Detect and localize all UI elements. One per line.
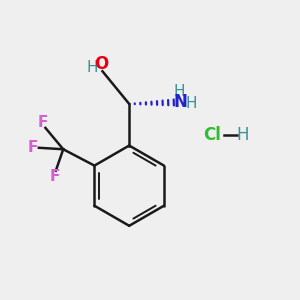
Text: H: H — [186, 96, 197, 111]
Text: O: O — [94, 55, 108, 73]
Text: Cl: Cl — [203, 126, 221, 144]
Text: F: F — [49, 169, 59, 184]
Text: H: H — [86, 60, 98, 75]
Text: H: H — [236, 126, 248, 144]
Text: F: F — [38, 115, 48, 130]
Text: N: N — [173, 93, 187, 111]
Text: H: H — [173, 84, 185, 99]
Text: F: F — [27, 140, 38, 155]
